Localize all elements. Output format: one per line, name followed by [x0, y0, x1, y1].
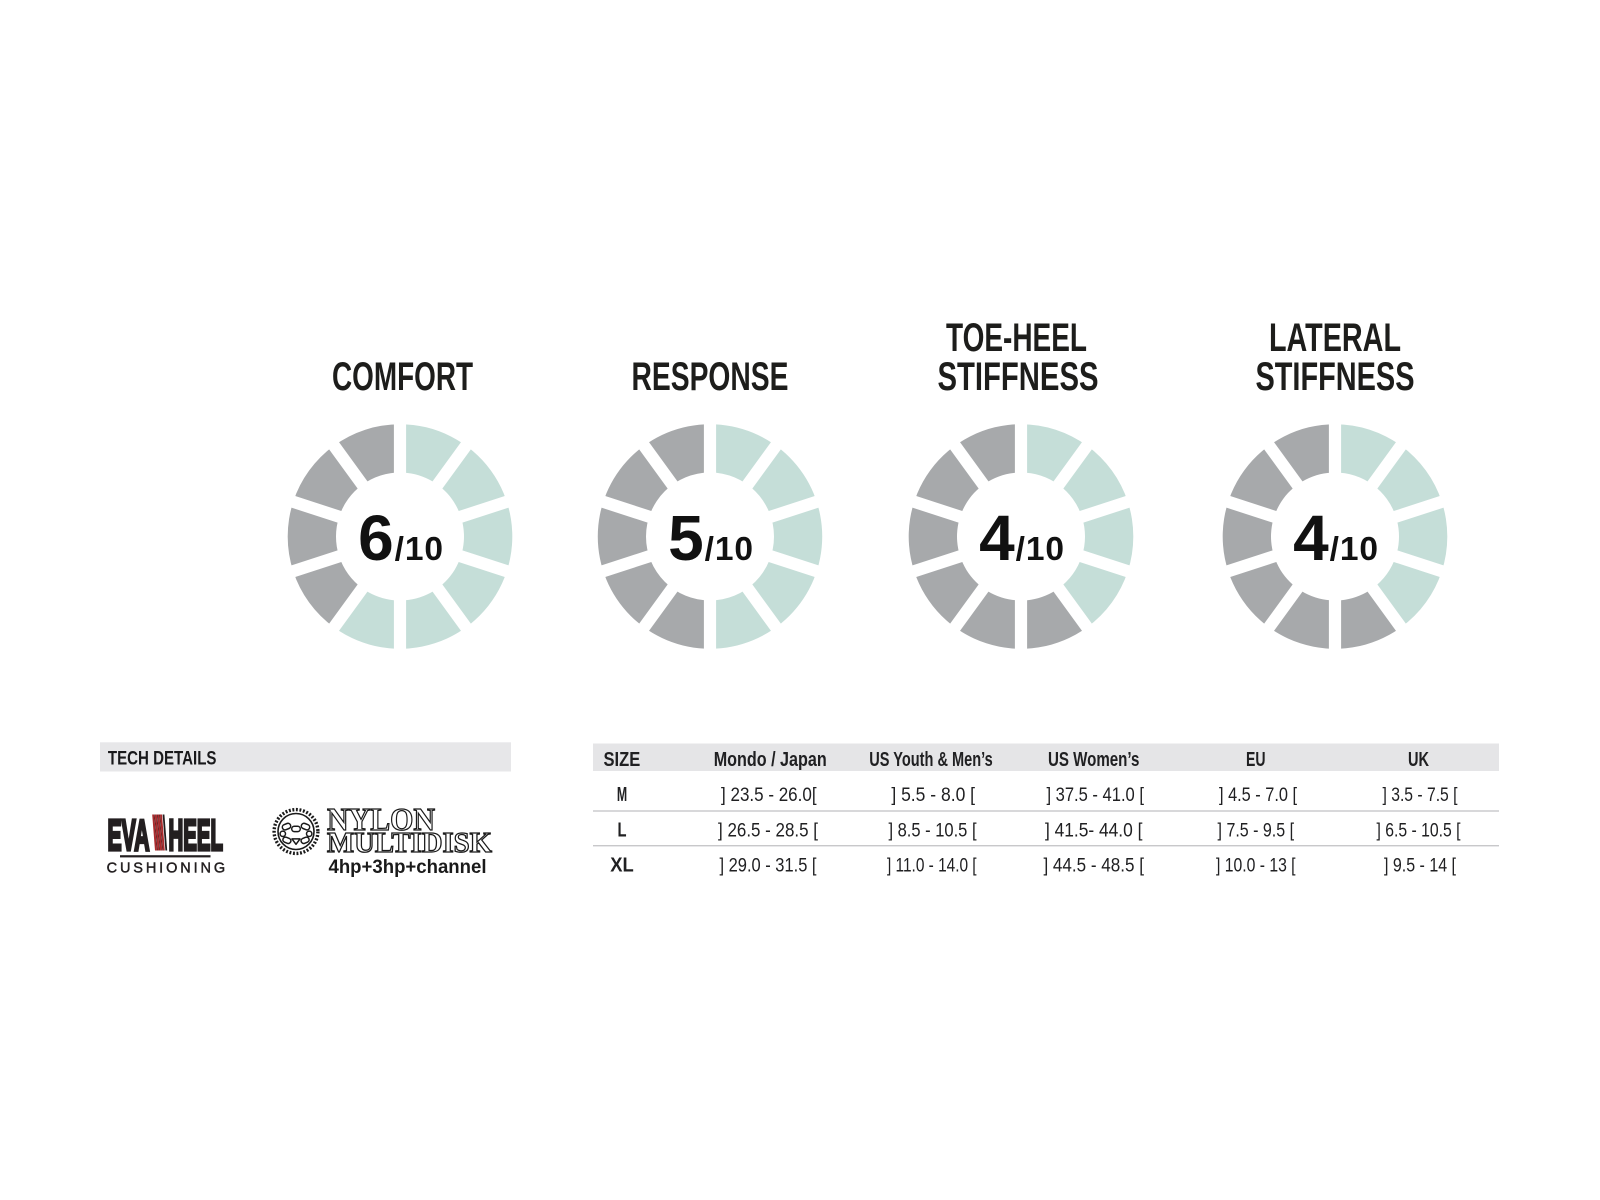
svg-text:] 10.0 - 13 [: ] 10.0 - 13 [ — [1216, 856, 1296, 877]
svg-text:LATERAL: LATERAL — [1269, 316, 1401, 360]
svg-text:EVA: EVA — [108, 811, 150, 860]
svg-text:] 8.5 - 10.5 [: ] 8.5 - 10.5 [ — [888, 820, 977, 841]
svg-text:] 3.5 - 7.5 [: ] 3.5 - 7.5 [ — [1383, 785, 1459, 806]
svg-text:MULTIDISK: MULTIDISK — [327, 828, 492, 859]
svg-text:UK: UK — [1408, 749, 1429, 771]
svg-text:US Youth & Men’s: US Youth & Men’s — [869, 749, 992, 771]
svg-text:SIZE: SIZE — [604, 749, 641, 771]
svg-text:XL: XL — [610, 855, 634, 877]
svg-text:] 23.5 - 26.0[: ] 23.5 - 26.0[ — [721, 785, 817, 806]
svg-text:RESPONSE: RESPONSE — [632, 355, 789, 399]
svg-text:] 11.0 - 14.0 [: ] 11.0 - 14.0 [ — [887, 856, 977, 877]
svg-text:] 6.5 - 10.5 [: ] 6.5 - 10.5 [ — [1377, 820, 1462, 841]
svg-text:STIFFNESS: STIFFNESS — [938, 355, 1099, 399]
svg-text:] 5.5 - 8.0 [: ] 5.5 - 8.0 [ — [891, 785, 975, 806]
svg-text:HEEL: HEEL — [169, 811, 224, 860]
svg-text:] 4.5 - 7.0 [: ] 4.5 - 7.0 [ — [1219, 785, 1298, 806]
svg-text:] 37.5 - 41.0 [: ] 37.5 - 41.0 [ — [1046, 785, 1144, 806]
svg-text:COMFORT: COMFORT — [332, 355, 473, 399]
svg-text:L: L — [618, 819, 627, 841]
svg-text:M: M — [617, 784, 627, 806]
svg-text:NYLON: NYLON — [327, 802, 435, 837]
svg-text:CUSHIONING: CUSHIONING — [107, 861, 226, 877]
svg-text:TECH DETAILS: TECH DETAILS — [108, 749, 217, 770]
svg-text:] 26.5 - 28.5 [: ] 26.5 - 28.5 [ — [718, 820, 819, 841]
svg-text:4hp+3hp+channel: 4hp+3hp+channel — [329, 857, 487, 878]
svg-text:US Women’s: US Women’s — [1048, 749, 1140, 771]
svg-text:EU: EU — [1246, 749, 1266, 771]
svg-text:] 7.5 - 9.5 [: ] 7.5 - 9.5 [ — [1218, 820, 1295, 841]
svg-text:] 29.0 - 31.5 [: ] 29.0 - 31.5 [ — [720, 856, 818, 877]
svg-text:] 41.5- 44.0 [: ] 41.5- 44.0 [ — [1045, 820, 1143, 841]
svg-text:] 44.5 - 48.5 [: ] 44.5 - 48.5 [ — [1043, 856, 1144, 877]
svg-text:STIFFNESS: STIFFNESS — [1256, 355, 1415, 399]
svg-text:TOE-HEEL: TOE-HEEL — [946, 316, 1087, 360]
svg-text:] 9.5 - 14 [: ] 9.5 - 14 [ — [1384, 856, 1457, 877]
svg-text:Mondo / Japan: Mondo / Japan — [714, 749, 827, 771]
